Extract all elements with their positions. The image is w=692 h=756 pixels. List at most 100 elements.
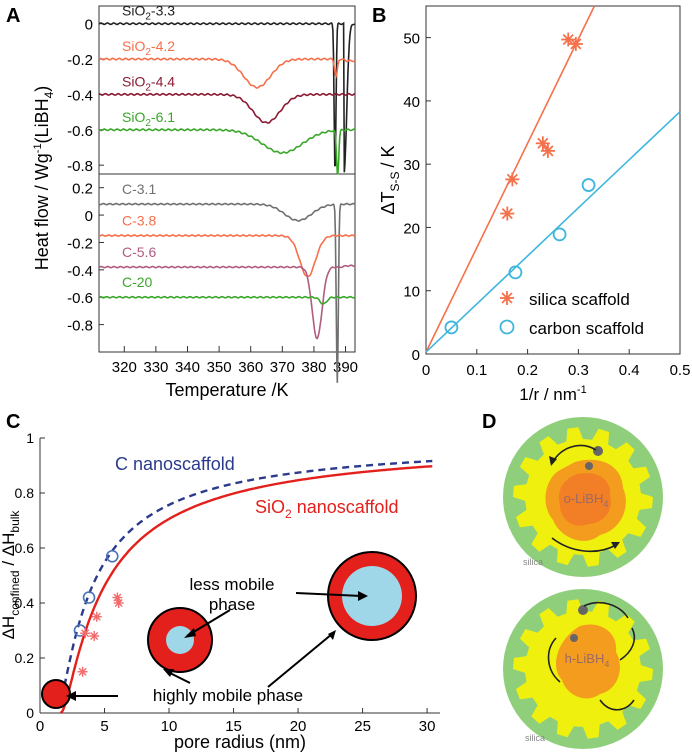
a-x-tick-label: 350 bbox=[207, 359, 232, 376]
c-y-tick-label: 0.6 bbox=[15, 540, 35, 556]
b-x-tick-label: 0.3 bbox=[568, 362, 589, 379]
arrow-less-mobile-large bbox=[295, 592, 363, 597]
c-x-tick-label: 5 bbox=[100, 718, 108, 735]
bottom-core bbox=[556, 624, 620, 699]
c-x-tick-label: 10 bbox=[161, 718, 178, 735]
a-top-series-line bbox=[98, 21, 356, 173]
arrowhead-less-mobile-large bbox=[358, 591, 368, 601]
a-bottom-series-label: C-3.8 bbox=[122, 213, 156, 229]
a-top-y-tick-label: -0.6 bbox=[67, 123, 93, 140]
b-point-silica bbox=[537, 137, 549, 149]
b-x-tick-label: 0.2 bbox=[517, 362, 538, 379]
a-bottom-y-tick-label: 0 bbox=[85, 208, 93, 225]
a-bottom-y-tick-label: 0.2 bbox=[72, 181, 93, 198]
b-point-carbon bbox=[444, 320, 459, 335]
c-x-tick-label: 20 bbox=[290, 718, 307, 735]
c-x-tick-label: 15 bbox=[225, 718, 242, 735]
a-bottom-y-tick-label: -0.2 bbox=[67, 235, 93, 252]
c-curve-silica bbox=[59, 465, 433, 714]
panel-a-top-frame bbox=[98, 5, 356, 175]
c-y-tick-label: 0.4 bbox=[15, 595, 35, 611]
top-phase-label: o-LiBH4 bbox=[564, 491, 609, 509]
c-curve-carbon bbox=[63, 459, 433, 686]
b-point-silica bbox=[501, 207, 513, 220]
a-bottom-series-line bbox=[98, 264, 356, 340]
panel-b-frame bbox=[425, 5, 681, 355]
c-point-silica bbox=[113, 593, 122, 602]
b-y-tick-label: 50 bbox=[403, 31, 420, 48]
panel-letter-d: D bbox=[482, 411, 496, 433]
b-x-tick-label: 0.4 bbox=[619, 362, 640, 379]
c-y-tick-label: 1 bbox=[26, 430, 34, 446]
a-x-tick-label: 340 bbox=[175, 359, 200, 376]
c-point-carbon bbox=[82, 591, 96, 604]
label-phase: phase bbox=[209, 595, 255, 614]
b-point-silica bbox=[506, 173, 518, 185]
pore-small-outer bbox=[41, 679, 71, 709]
top-molecule-atom-2 bbox=[585, 462, 593, 470]
panel-c-enthalpy-chart: 0 5 10 15 20 25 30 0 0.2 0.4 0.6 0.8 1 C nanoscaffol… bbox=[0, 430, 440, 752]
a-x-tick-label: 330 bbox=[143, 359, 168, 376]
a-top-series-label: SiO2-4.2 bbox=[122, 38, 175, 58]
b-point-silica bbox=[570, 38, 582, 50]
panel-c-x-axis-label: pore radius (nm) bbox=[174, 732, 306, 752]
a-x-tick-label: 360 bbox=[238, 359, 263, 376]
top-arrow-2 bbox=[551, 537, 617, 553]
label-less-mobile: less mobile bbox=[189, 575, 274, 594]
top-molecule-atom bbox=[593, 446, 603, 456]
c-x-tick-label: 0 bbox=[36, 718, 44, 735]
panel-a-bottom-frame bbox=[98, 173, 356, 353]
panel-b-x-axis-label: 1/r / nm-1 bbox=[519, 384, 586, 404]
c-point-silica bbox=[92, 612, 101, 621]
c-point-silica bbox=[78, 667, 87, 676]
b-point-silica bbox=[542, 145, 554, 157]
a-top-y-tick-label: -0.8 bbox=[67, 158, 93, 175]
a-bottom-y-tick-label: -0.4 bbox=[67, 263, 93, 280]
a-bottom-series-line bbox=[98, 295, 356, 305]
a-x-tick-label: 370 bbox=[270, 359, 295, 376]
a-bottom-y-tick-label: -0.6 bbox=[67, 290, 93, 307]
a-top-y-tick-label: -0.2 bbox=[67, 52, 93, 69]
b-fit-line bbox=[425, 111, 681, 353]
c-x-tick-label: 30 bbox=[419, 718, 436, 735]
b-legend-silica-label: silica scaffold bbox=[529, 290, 630, 309]
a-top-series-label: SiO2-3.3 bbox=[122, 3, 175, 23]
bottom-silica-label: silica bbox=[525, 733, 545, 743]
panel-letter-a: A bbox=[6, 5, 20, 27]
bottom-arrow-1 bbox=[583, 601, 629, 619]
panel-b-y-axis-label: ΔTS-S/ K bbox=[378, 145, 402, 214]
c-label-carbon-nanoscaffold: C nanoscaffold bbox=[115, 454, 235, 474]
a-bottom-series-label: C-3.1 bbox=[122, 181, 156, 197]
c-point-silica bbox=[90, 631, 99, 641]
b-legend-carbon-marker bbox=[499, 319, 515, 335]
c-point-silica bbox=[81, 629, 90, 638]
a-top-series-line bbox=[98, 57, 356, 89]
arrowhead-highly-mobile-small bbox=[66, 691, 76, 701]
panel-d-diagram: o-LiBH4 silica h-LiBH4 silica bbox=[503, 417, 663, 749]
label-highly-mobile-phase: highly mobile phase bbox=[153, 686, 303, 705]
b-point-carbon bbox=[581, 178, 596, 192]
b-x-tick-label: 0.5 bbox=[670, 362, 691, 379]
bottom-arrow-4 bbox=[619, 627, 636, 661]
c-point-carbon bbox=[105, 549, 119, 563]
bottom-molecule-atom-2 bbox=[570, 634, 578, 642]
a-x-tick-label: 390 bbox=[333, 359, 358, 376]
a-top-y-tick-label: -0.4 bbox=[67, 87, 93, 104]
c-y-tick-label: 0.8 bbox=[15, 485, 35, 501]
c-x-tick-label: 25 bbox=[354, 718, 371, 735]
b-point-silica bbox=[562, 33, 574, 46]
b-y-tick-label: 10 bbox=[403, 284, 420, 301]
a-top-y-tick-label: 0 bbox=[85, 17, 93, 34]
c-y-tick-label: 0.2 bbox=[15, 650, 35, 666]
a-bottom-series-line bbox=[98, 202, 356, 383]
a-bottom-y-tick-label: -0.8 bbox=[67, 318, 93, 335]
top-arrowhead-1 bbox=[549, 456, 557, 466]
b-x-tick-label: 0.1 bbox=[466, 362, 487, 379]
top-silica-label: silica bbox=[523, 557, 543, 567]
a-bottom-series-line bbox=[98, 234, 356, 278]
arrowhead-highly-mobile-medium bbox=[163, 669, 174, 677]
b-point-carbon bbox=[508, 265, 523, 280]
bottom-arrow-3 bbox=[599, 699, 635, 711]
panel-b-scatter-chart: 0 0.1 0.2 0.3 0.4 0.5 0 10 20 30 40 50 silica scaff… bbox=[378, 5, 691, 404]
b-y-tick-label: 0 bbox=[412, 347, 420, 364]
